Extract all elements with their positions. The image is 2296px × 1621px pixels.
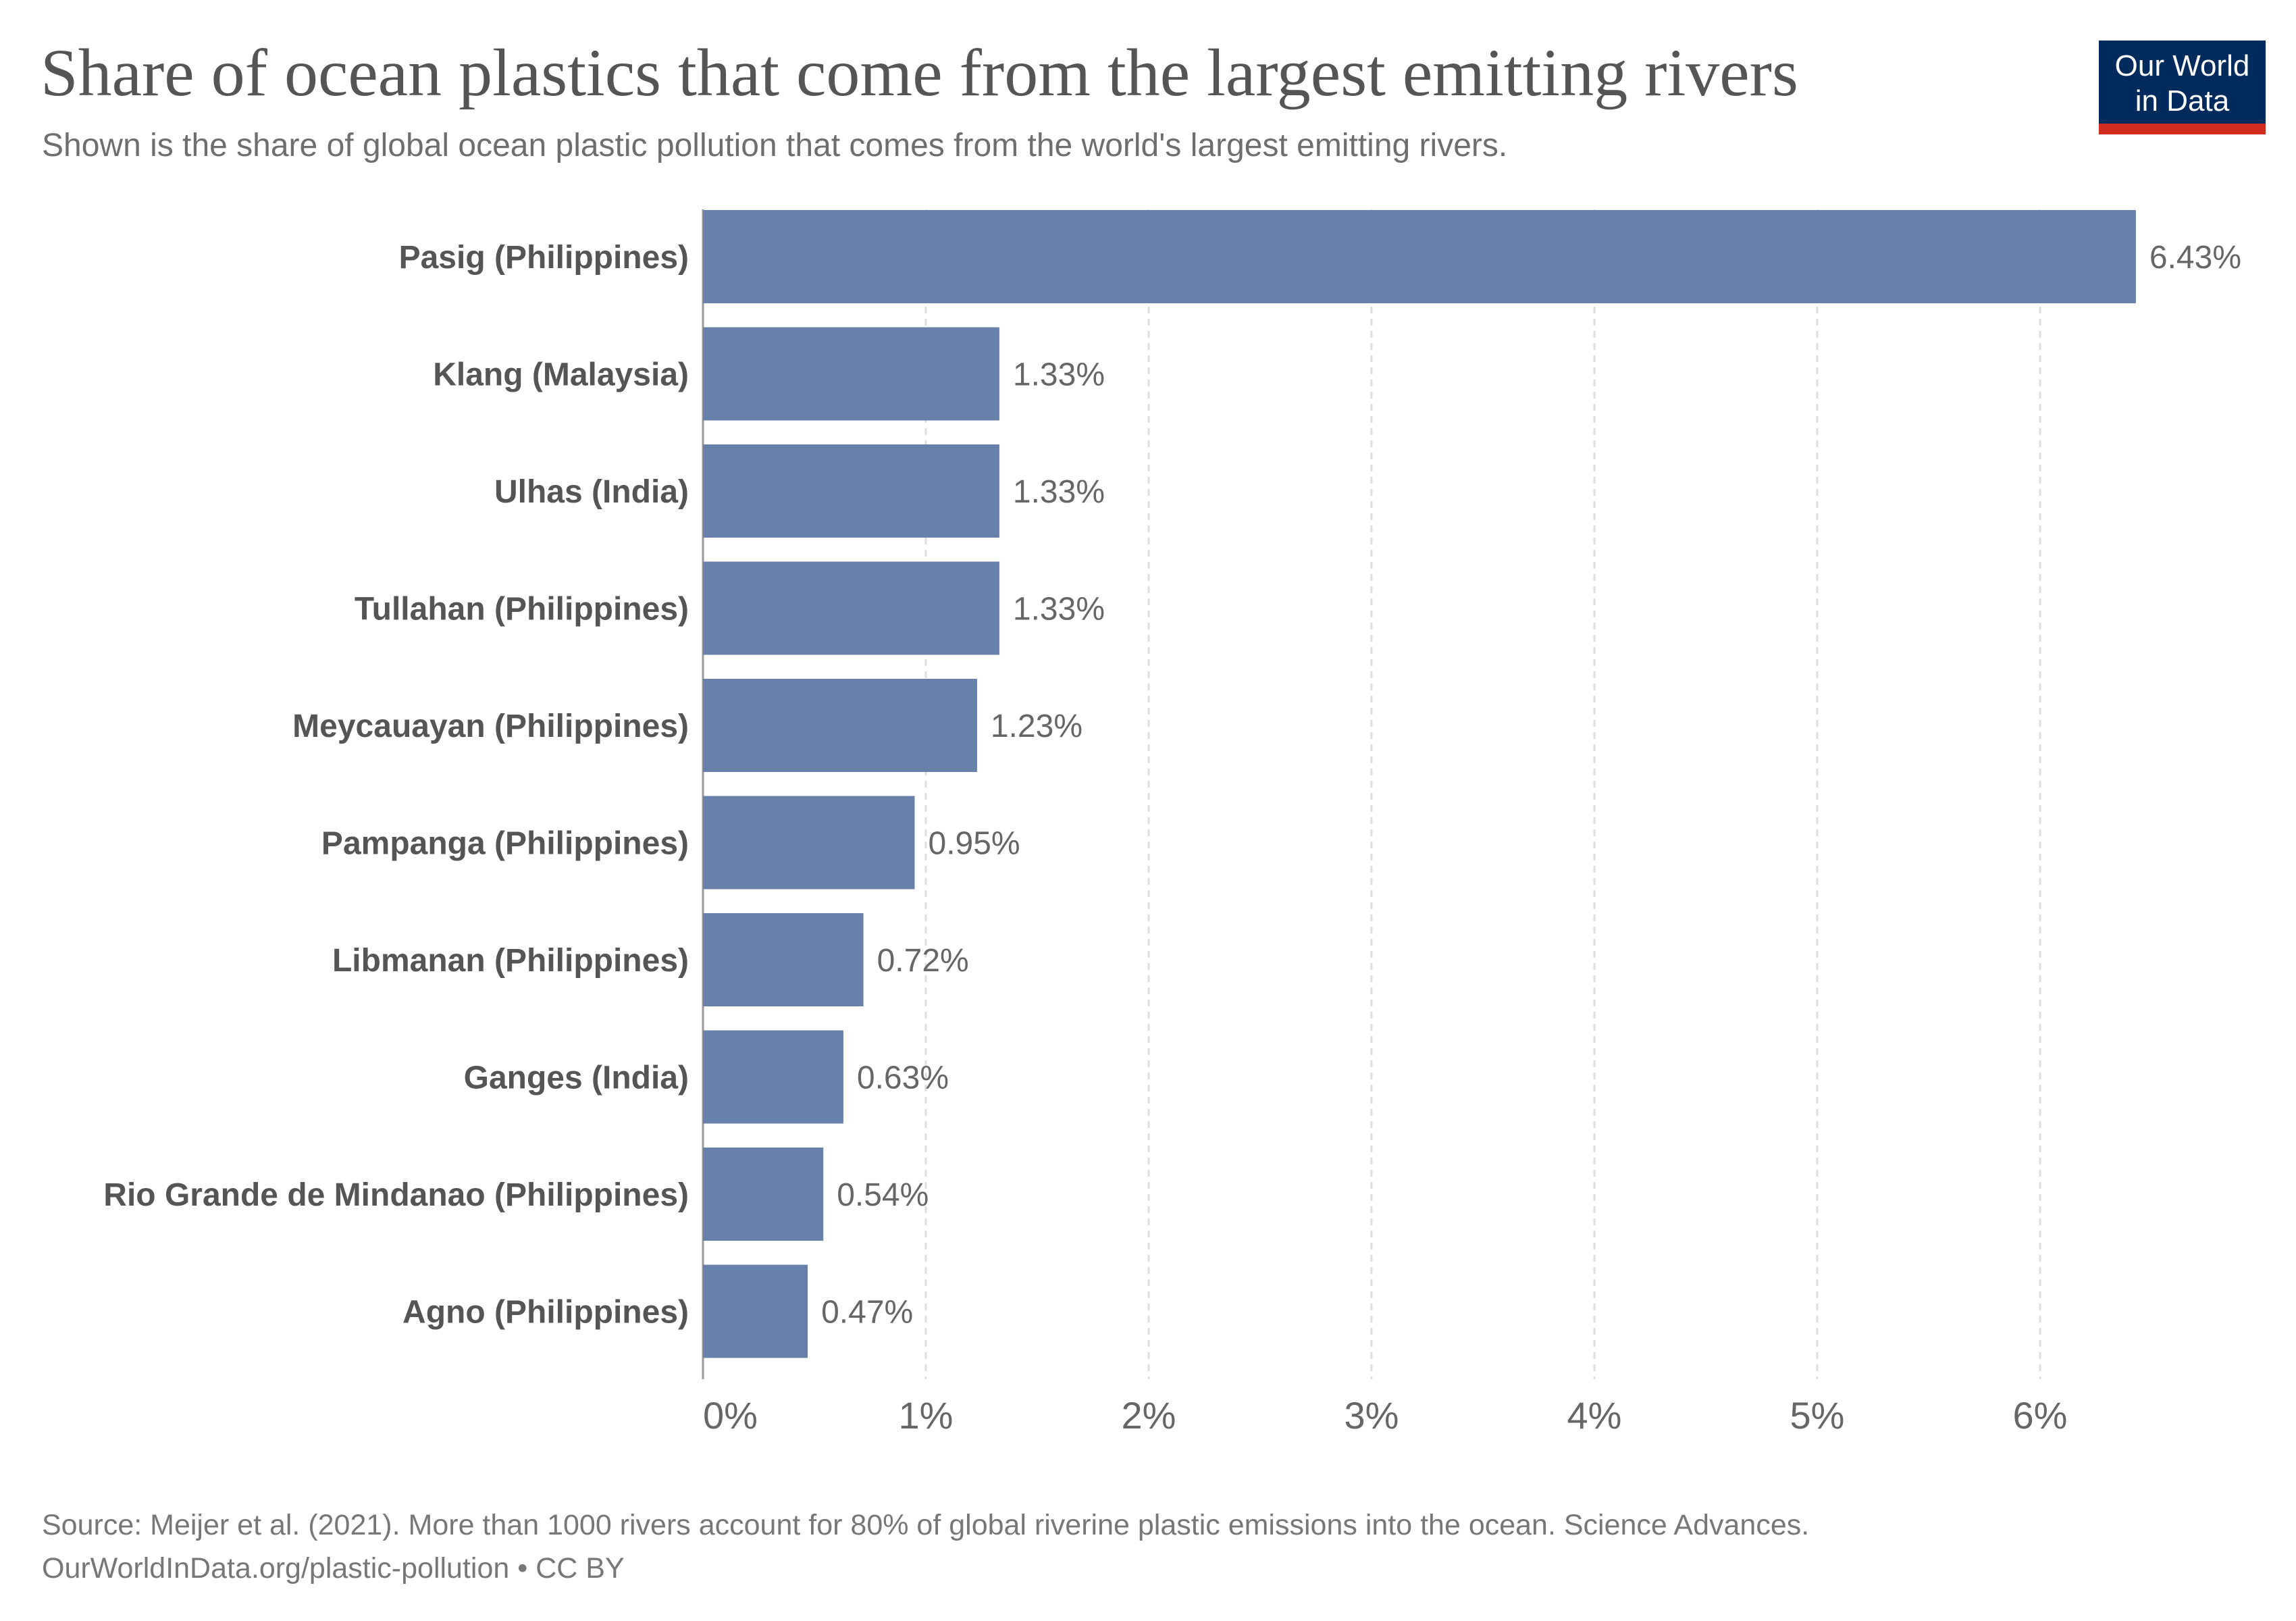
category-label: Ganges (India) xyxy=(464,1060,689,1096)
bar[interactable] xyxy=(703,327,999,421)
value-label: 0.72% xyxy=(877,943,969,979)
value-label: 1.33% xyxy=(1013,357,1105,393)
x-tick-label: 5% xyxy=(1790,1394,1845,1437)
category-label: Agno (Philippines) xyxy=(402,1295,689,1331)
bar-chart: Pasig (Philippines) 6.43% Klang (Malaysia)… xyxy=(103,209,2241,1437)
category-label: Ulhas (India) xyxy=(494,474,689,510)
value-label: 6.43% xyxy=(2149,240,2241,276)
category-label: Pasig (Philippines) xyxy=(399,240,689,276)
value-label: 1.33% xyxy=(1013,474,1105,510)
x-tick-label: 2% xyxy=(1122,1394,1176,1437)
logo-line-1: Our World xyxy=(2114,49,2250,82)
x-tick-label: 6% xyxy=(2013,1394,2068,1437)
bar[interactable] xyxy=(703,1148,824,1241)
value-label: 1.33% xyxy=(1013,592,1105,627)
value-label: 1.23% xyxy=(991,709,1082,744)
x-tick-label: 3% xyxy=(1345,1394,1399,1437)
category-label: Pampanga (Philippines) xyxy=(321,826,689,862)
value-label: 0.95% xyxy=(929,826,1020,862)
x-tick-label: 4% xyxy=(1567,1394,1622,1437)
value-label: 0.47% xyxy=(821,1295,913,1331)
logo-line-2: in Data xyxy=(2135,84,2230,118)
x-tick-label: 1% xyxy=(899,1394,954,1437)
x-axis: 0% 1% 2% 3% 4% 5% 6% xyxy=(703,1394,2067,1437)
bar[interactable] xyxy=(703,796,915,890)
category-label: Klang (Malaysia) xyxy=(433,357,689,393)
footer: Source: Meijer et al. (2021). More than … xyxy=(42,1503,1809,1590)
chart-title: Share of ocean plastics that come from t… xyxy=(41,35,1798,110)
value-label: 0.54% xyxy=(837,1177,929,1213)
category-label: Meycauayan (Philippines) xyxy=(292,709,689,744)
bar[interactable] xyxy=(703,1264,808,1358)
source-note: Source: Meijer et al. (2021). More than … xyxy=(42,1509,1810,1541)
category-label: Rio Grande de Mindanao (Philippines) xyxy=(103,1177,689,1213)
owid-logo[interactable]: Our World in Data xyxy=(2099,41,2266,134)
bar[interactable] xyxy=(703,561,999,655)
category-label: Libmanan (Philippines) xyxy=(332,943,689,979)
credit-link[interactable]: OurWorldInData.org/plastic-pollution • C… xyxy=(42,1552,625,1585)
bar[interactable] xyxy=(703,444,999,538)
chart-subtitle: Shown is the share of global ocean plast… xyxy=(42,128,1508,163)
bar[interactable] xyxy=(703,679,977,772)
bar[interactable] xyxy=(703,913,864,1006)
bar[interactable] xyxy=(703,210,2136,303)
x-tick-label: 0% xyxy=(703,1394,758,1437)
bars: Pasig (Philippines) 6.43% Klang (Malaysia)… xyxy=(103,210,2241,1358)
category-label: Tullahan (Philippines) xyxy=(355,592,689,627)
bar[interactable] xyxy=(703,1030,843,1124)
value-label: 0.63% xyxy=(857,1060,949,1096)
